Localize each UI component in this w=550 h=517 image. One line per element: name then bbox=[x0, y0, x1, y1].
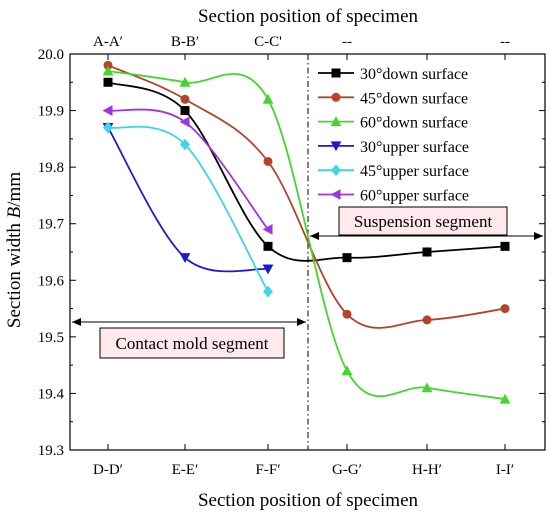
data-point bbox=[262, 264, 274, 275]
suspension-arrow-head-left bbox=[310, 232, 319, 240]
y-tick-label: 19.6 bbox=[38, 273, 65, 289]
y-tick-label: 19.3 bbox=[38, 443, 64, 459]
legend-label: 60°upper surface bbox=[360, 188, 469, 205]
suspension-label-box bbox=[338, 206, 508, 236]
y-axis-title-suffix: /mm bbox=[4, 172, 25, 207]
x-tick-label-top: -- bbox=[500, 34, 510, 50]
y-tick-label: 19.5 bbox=[38, 330, 64, 346]
data-point bbox=[180, 106, 190, 116]
data-point bbox=[103, 60, 113, 70]
y-tick-label: 19.8 bbox=[38, 160, 64, 176]
legend-item: 45°upper surface bbox=[318, 163, 469, 180]
data-point bbox=[102, 105, 113, 116]
data-point bbox=[262, 223, 273, 235]
data-point bbox=[179, 116, 190, 128]
data-point bbox=[180, 94, 190, 104]
data-point bbox=[102, 65, 114, 76]
data-point bbox=[500, 241, 510, 251]
data-point bbox=[179, 76, 191, 87]
series-45-down-surface bbox=[103, 60, 510, 329]
legend-label: 45°upper surface bbox=[360, 163, 469, 180]
contact-arrow-head-right bbox=[297, 318, 306, 326]
x-tick-label-bottom: E-E′ bbox=[172, 462, 199, 478]
legend-label: 30°down surface bbox=[360, 66, 468, 83]
legend-label: 30°upper surface bbox=[360, 139, 469, 156]
x-tick-label-bottom: D-D′ bbox=[93, 462, 123, 478]
data-point bbox=[341, 365, 353, 376]
data-point bbox=[262, 93, 274, 104]
legend-marker bbox=[330, 116, 342, 127]
data-point bbox=[342, 253, 352, 263]
y-tick-label: 19.4 bbox=[38, 386, 65, 402]
x-tick-label-top: -- bbox=[342, 34, 352, 50]
y-axis-title: Section width B/mm bbox=[4, 172, 25, 328]
legend-marker bbox=[331, 68, 341, 78]
data-point bbox=[421, 382, 433, 393]
legend-item: 30°upper surface bbox=[318, 139, 469, 156]
data-point bbox=[103, 77, 113, 87]
data-point bbox=[103, 121, 113, 134]
data-point bbox=[422, 247, 432, 257]
suspension-arrow-head-right bbox=[534, 232, 543, 240]
series-60-down-surface bbox=[102, 65, 511, 404]
legend-marker bbox=[330, 141, 342, 152]
suspension-label: Suspension segment bbox=[354, 212, 493, 231]
x-tick-label-top: A-A′ bbox=[93, 34, 123, 50]
contact-arrow-head-left bbox=[72, 318, 81, 326]
data-point bbox=[263, 241, 273, 251]
y-axis-title-prefix: Section width bbox=[4, 218, 25, 328]
data-point bbox=[500, 304, 510, 314]
bottom-axis-title: Section position of specimen bbox=[198, 490, 419, 511]
data-point bbox=[499, 393, 511, 404]
legend-item: 60°upper surface bbox=[318, 188, 469, 205]
series-60-upper-surface bbox=[102, 105, 273, 235]
x-tick-label-top: C-C' bbox=[254, 34, 282, 50]
x-tick-label-bottom: H-H′ bbox=[412, 462, 442, 478]
y-tick-label: 19.7 bbox=[38, 217, 65, 233]
legend-label: 45°down surface bbox=[360, 90, 468, 107]
x-tick-label-bottom: G-G′ bbox=[332, 462, 362, 478]
data-point bbox=[180, 138, 190, 151]
legend-label: 60°down surface bbox=[360, 115, 468, 132]
top-axis-title: Section position of specimen bbox=[198, 6, 419, 27]
legend-item: 45°down surface bbox=[318, 90, 468, 107]
data-point bbox=[422, 315, 432, 325]
x-tick-label-bottom: F-F′ bbox=[256, 462, 281, 478]
y-tick-label: 20.0 bbox=[38, 47, 64, 63]
legend-item: 60°down surface bbox=[318, 115, 468, 132]
legend-marker bbox=[331, 92, 341, 102]
x-tick-label-top: B-B′ bbox=[171, 34, 199, 50]
series-30-down-surface bbox=[103, 77, 510, 263]
y-tick-label: 19.9 bbox=[38, 104, 64, 120]
contact-label-box bbox=[99, 327, 285, 359]
x-tick-label-bottom: I-I′ bbox=[496, 462, 514, 478]
legend-marker bbox=[330, 189, 341, 200]
data-point bbox=[179, 253, 191, 264]
y-axis-title-variable: B bbox=[4, 206, 25, 218]
legend-marker bbox=[331, 164, 341, 177]
series-45-upper-surface bbox=[103, 121, 273, 298]
data-point bbox=[263, 285, 273, 298]
data-point bbox=[263, 156, 273, 166]
data-point bbox=[342, 309, 352, 319]
series-line bbox=[107, 125, 269, 293]
contact-label: Contact mold segment bbox=[116, 334, 269, 353]
legend-item: 30°down surface bbox=[318, 66, 468, 83]
